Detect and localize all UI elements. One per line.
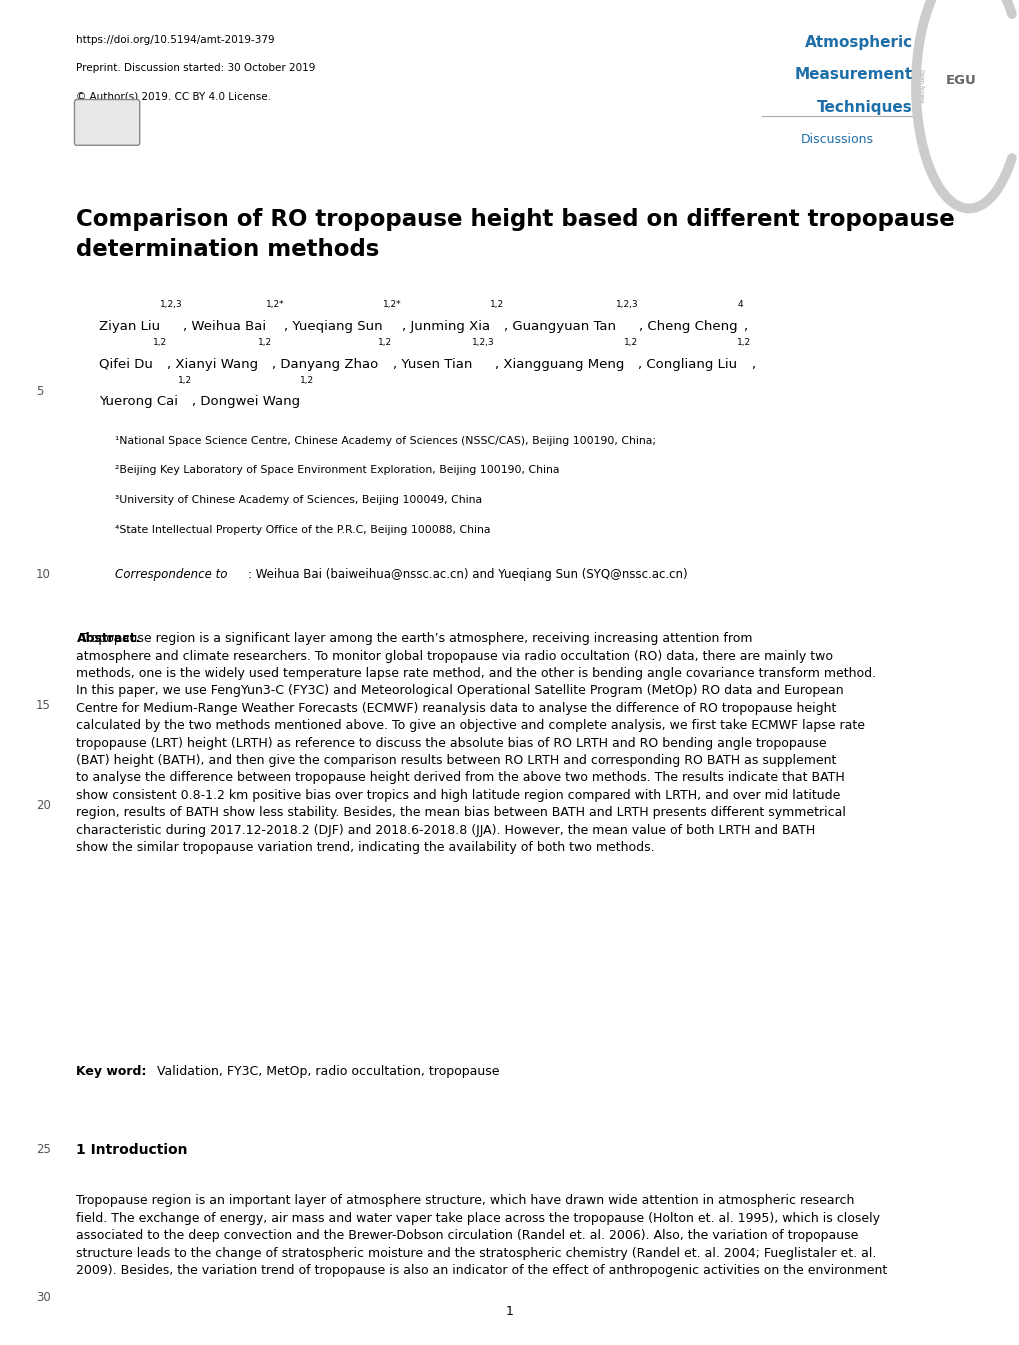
Text: Ziyan Liu: Ziyan Liu xyxy=(99,320,160,334)
FancyBboxPatch shape xyxy=(74,100,140,145)
Text: ⓒ  ⓘ  ⓑⓎ: ⓒ ⓘ ⓑⓎ xyxy=(93,118,121,126)
Text: 5: 5 xyxy=(36,385,43,398)
Text: 1,2,3: 1,2,3 xyxy=(615,300,638,309)
Text: , Weihua Bai: , Weihua Bai xyxy=(182,320,266,334)
Text: Preprint. Discussion started: 30 October 2019: Preprint. Discussion started: 30 October… xyxy=(76,63,316,73)
Text: , Danyang Zhao: , Danyang Zhao xyxy=(272,358,378,371)
Text: 4: 4 xyxy=(737,300,742,309)
Text: © Author(s) 2019. CC BY 4.0 License.: © Author(s) 2019. CC BY 4.0 License. xyxy=(76,91,271,101)
Text: Open Access: Open Access xyxy=(918,70,923,104)
Text: ³University of Chinese Academy of Sciences, Beijing 100049, China: ³University of Chinese Academy of Scienc… xyxy=(115,495,482,504)
Text: Tropopause region is an important layer of atmosphere structure, which have draw: Tropopause region is an important layer … xyxy=(76,1194,887,1276)
Text: Atmospheric: Atmospheric xyxy=(804,35,912,50)
Text: 10: 10 xyxy=(36,568,51,581)
Text: Tropopause region is a significant layer among the earth’s atmosphere, receiving: Tropopause region is a significant layer… xyxy=(76,632,875,854)
Text: ,: , xyxy=(742,320,746,334)
Text: , Congliang Liu: , Congliang Liu xyxy=(638,358,737,371)
Text: https://doi.org/10.5194/amt-2019-379: https://doi.org/10.5194/amt-2019-379 xyxy=(76,35,275,44)
Text: 1,2*: 1,2* xyxy=(266,300,284,309)
Text: Measurement: Measurement xyxy=(794,67,912,82)
Text: Qifei Du: Qifei Du xyxy=(99,358,153,371)
Text: Correspondence to: Correspondence to xyxy=(115,568,227,581)
Text: 1,2: 1,2 xyxy=(378,338,392,347)
Text: 1,2: 1,2 xyxy=(177,375,192,385)
Text: Discussions: Discussions xyxy=(800,133,873,147)
Text: Techniques: Techniques xyxy=(816,100,912,114)
Text: 30: 30 xyxy=(36,1291,50,1305)
Text: 1,2: 1,2 xyxy=(300,375,314,385)
Text: 1,2: 1,2 xyxy=(489,300,503,309)
Text: 1: 1 xyxy=(505,1305,514,1318)
Text: , Xiangguang Meng: , Xiangguang Meng xyxy=(494,358,624,371)
Text: 20: 20 xyxy=(36,799,51,812)
Text: 1,2: 1,2 xyxy=(624,338,638,347)
Text: , Guangyuan Tan: , Guangyuan Tan xyxy=(503,320,615,334)
Text: ²Beijing Key Laboratory of Space Environment Exploration, Beijing 100190, China: ²Beijing Key Laboratory of Space Environ… xyxy=(115,465,559,475)
Text: 15: 15 xyxy=(36,699,51,713)
Text: , Xianyi Wang: , Xianyi Wang xyxy=(167,358,258,371)
Text: Key word:: Key word: xyxy=(76,1065,147,1079)
Text: 1,2*: 1,2* xyxy=(383,300,401,309)
Text: , Junming Xia: , Junming Xia xyxy=(401,320,489,334)
Text: EGU: EGU xyxy=(945,74,975,87)
Text: Yuerong Cai: Yuerong Cai xyxy=(99,395,177,409)
Text: 1,2: 1,2 xyxy=(737,338,751,347)
Text: 1,2,3: 1,2,3 xyxy=(160,300,182,309)
Text: Abstract.: Abstract. xyxy=(76,632,141,646)
Text: , Dongwei Wang: , Dongwei Wang xyxy=(192,395,300,409)
Text: 1,2: 1,2 xyxy=(258,338,272,347)
Text: , Cheng Cheng: , Cheng Cheng xyxy=(638,320,737,334)
Text: 25: 25 xyxy=(36,1143,51,1157)
Text: 1 Introduction: 1 Introduction xyxy=(76,1143,187,1157)
Text: , Yueqiang Sun: , Yueqiang Sun xyxy=(284,320,383,334)
Text: : Weihua Bai (baiweihua@nssc.ac.cn) and Yueqiang Sun (SYQ@nssc.ac.cn): : Weihua Bai (baiweihua@nssc.ac.cn) and … xyxy=(248,568,687,581)
Text: 1,2: 1,2 xyxy=(153,338,167,347)
Text: ⁴State Intellectual Property Office of the P.R.C, Beijing 100088, China: ⁴State Intellectual Property Office of t… xyxy=(115,525,490,534)
Text: , Yusen Tian: , Yusen Tian xyxy=(392,358,472,371)
Text: 1,2,3: 1,2,3 xyxy=(472,338,494,347)
Text: ¹National Space Science Centre, Chinese Academy of Sciences (NSSC/CAS), Beijing : ¹National Space Science Centre, Chinese … xyxy=(115,436,655,445)
Text: ,: , xyxy=(751,358,755,371)
Text: Validation, FY3C, MetOp, radio occultation, tropopause: Validation, FY3C, MetOp, radio occultati… xyxy=(153,1065,499,1079)
Text: Comparison of RO tropopause height based on different tropopause
determination m: Comparison of RO tropopause height based… xyxy=(76,208,955,261)
